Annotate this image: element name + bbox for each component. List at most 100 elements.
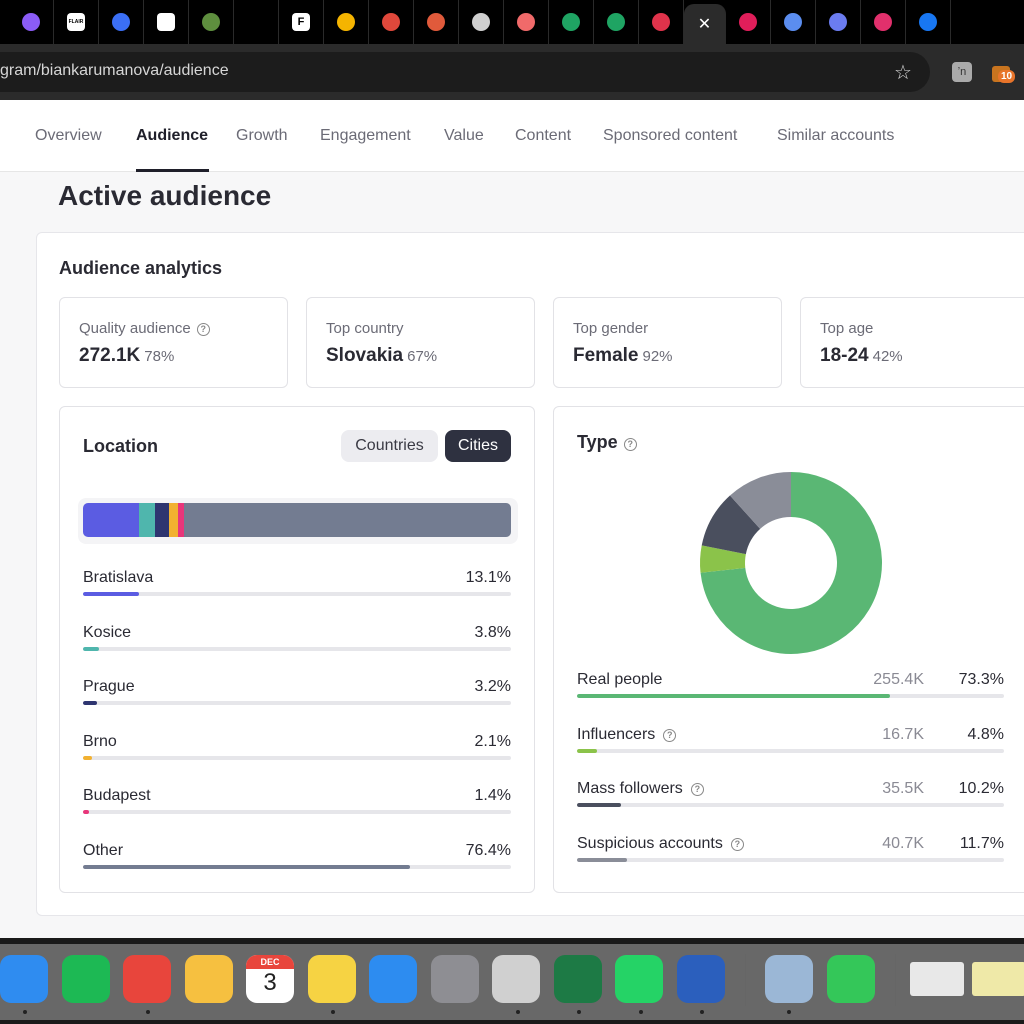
location-row-fill — [83, 810, 89, 815]
browser-tab[interactable] — [459, 0, 504, 44]
excel-icon[interactable] — [554, 955, 602, 1003]
stat-top-age: Top age 18-24 42% — [800, 297, 1024, 388]
location-row-value: 76.4% — [465, 842, 511, 859]
globe-icon — [472, 13, 490, 31]
location-row-fill — [83, 592, 140, 596]
help-icon[interactable]: ? — [623, 438, 637, 451]
cities-toggle-button[interactable]: Cities — [445, 430, 511, 462]
location-row-label: Brno — [83, 732, 117, 750]
browser-tab[interactable] — [816, 0, 861, 44]
donut-slice[interactable] — [700, 472, 882, 654]
browser-tab[interactable]: F — [279, 0, 324, 44]
browser-tab[interactable]: FLAIR — [54, 0, 99, 44]
dock-running-indicator — [577, 1010, 581, 1014]
tab-sponsored-content[interactable]: Sponsored content — [603, 127, 738, 144]
browser-tab[interactable] — [234, 0, 279, 44]
tab-overview[interactable]: Overview — [35, 127, 102, 144]
browser-tab[interactable] — [99, 0, 144, 44]
location-row-fill — [83, 701, 97, 706]
type-row-track — [577, 694, 1004, 698]
browser-tab[interactable] — [906, 0, 951, 44]
type-title-row: Type? — [577, 432, 637, 453]
location-stacked-bar — [83, 503, 511, 537]
help-icon[interactable]: ? — [663, 728, 677, 742]
preview-icon[interactable] — [765, 955, 813, 1003]
settings-icon[interactable] — [431, 955, 479, 1003]
tab-engagement[interactable]: Engagement — [320, 127, 411, 144]
browser-tab[interactable] — [189, 0, 234, 44]
location-row-track — [83, 755, 511, 760]
donut-slice[interactable] — [729, 472, 791, 529]
donut-slice[interactable] — [701, 495, 761, 555]
browser-tab[interactable] — [414, 0, 459, 44]
facetime-icon[interactable] — [827, 955, 875, 1003]
type-row-value: 11.7% — [959, 834, 1004, 852]
url-text[interactable]: gram/biankarumanova/audience — [0, 62, 229, 79]
calculator-icon[interactable] — [492, 955, 540, 1003]
chrome-icon[interactable] — [123, 955, 171, 1003]
window-thumb-icon-2[interactable] — [972, 962, 1024, 996]
notes-icon[interactable] — [308, 955, 356, 1003]
close-icon[interactable]: ✕ — [697, 16, 712, 33]
profile-nav: Overview Audience Growth Engagement Valu… — [0, 100, 1024, 172]
stat-value: 18-24 — [820, 345, 869, 366]
word-icon[interactable] — [677, 955, 725, 1003]
location-row-label: Budapest — [83, 787, 151, 805]
extension-icon[interactable]: ʼn — [952, 62, 972, 82]
help-icon[interactable]: ? — [730, 837, 744, 851]
type-row-track — [577, 857, 1004, 862]
browser-tab[interactable] — [861, 0, 906, 44]
browser-tab[interactable] — [594, 0, 639, 44]
browser-tab[interactable] — [369, 0, 414, 44]
keynote-icon[interactable] — [369, 955, 417, 1003]
stat-top-country: Top country Slovakia 67% — [306, 297, 535, 388]
photos-icon[interactable] — [185, 955, 233, 1003]
omnibox[interactable] — [0, 52, 930, 92]
dock-separator — [745, 954, 746, 1006]
help-icon[interactable]: ? — [690, 783, 704, 797]
tab-growth[interactable]: Growth — [236, 127, 288, 144]
section-title: Audience analytics — [59, 258, 223, 278]
stat-percent: 78% — [144, 348, 175, 365]
extension-badge-icon[interactable]: 10 — [992, 62, 1018, 86]
browser-tab[interactable] — [549, 0, 594, 44]
extension-badge-count: 10 — [998, 70, 1016, 83]
type-row-count: 40.7K — [882, 834, 924, 852]
help-icon[interactable]: ? — [196, 323, 210, 336]
browser-tab[interactable] — [726, 0, 771, 44]
whatsapp-icon[interactable] — [615, 955, 663, 1003]
calendar-icon[interactable]: DEC 3 — [246, 955, 294, 1003]
donut-slice[interactable] — [700, 545, 746, 573]
tab-content[interactable]: Content — [515, 127, 572, 144]
browser-tab[interactable] — [144, 0, 189, 44]
location-row-label: Other — [83, 842, 124, 859]
spotify-icon[interactable] — [62, 955, 110, 1003]
type-row-name: Mass followers — [577, 780, 683, 798]
browser-tab[interactable] — [771, 0, 816, 44]
location-row-fill — [83, 755, 92, 760]
tab-value[interactable]: Value — [444, 127, 484, 144]
type-title: Type — [577, 432, 618, 452]
calendar-month: DEC — [246, 955, 294, 969]
browser-tab[interactable] — [639, 0, 684, 44]
bookmark-star-icon[interactable]: ☆ — [894, 62, 912, 84]
type-row-count: 16.7K — [882, 725, 924, 743]
stat-label: Quality audience — [79, 320, 191, 337]
tab-similar-accounts[interactable]: Similar accounts — [777, 127, 895, 144]
countries-toggle-button[interactable]: Countries — [341, 430, 438, 462]
window-thumb-icon[interactable] — [910, 962, 964, 996]
dock-running-indicator — [639, 1010, 643, 1014]
location-row-track — [83, 701, 511, 706]
browser-tab[interactable] — [504, 0, 549, 44]
asana-icon — [517, 13, 535, 31]
browser-tab[interactable] — [9, 0, 54, 44]
browser-tab[interactable]: ✕ — [684, 4, 726, 44]
stacked-bar-segment — [183, 503, 511, 537]
type-donut-chart — [700, 472, 882, 654]
location-row-track — [83, 592, 511, 596]
tab-audience[interactable]: Audience — [136, 127, 209, 144]
browser-tab[interactable] — [324, 0, 369, 44]
active-tab-indicator — [136, 169, 209, 172]
dock-running-indicator — [700, 1010, 704, 1014]
safari-icon[interactable] — [0, 955, 48, 1003]
